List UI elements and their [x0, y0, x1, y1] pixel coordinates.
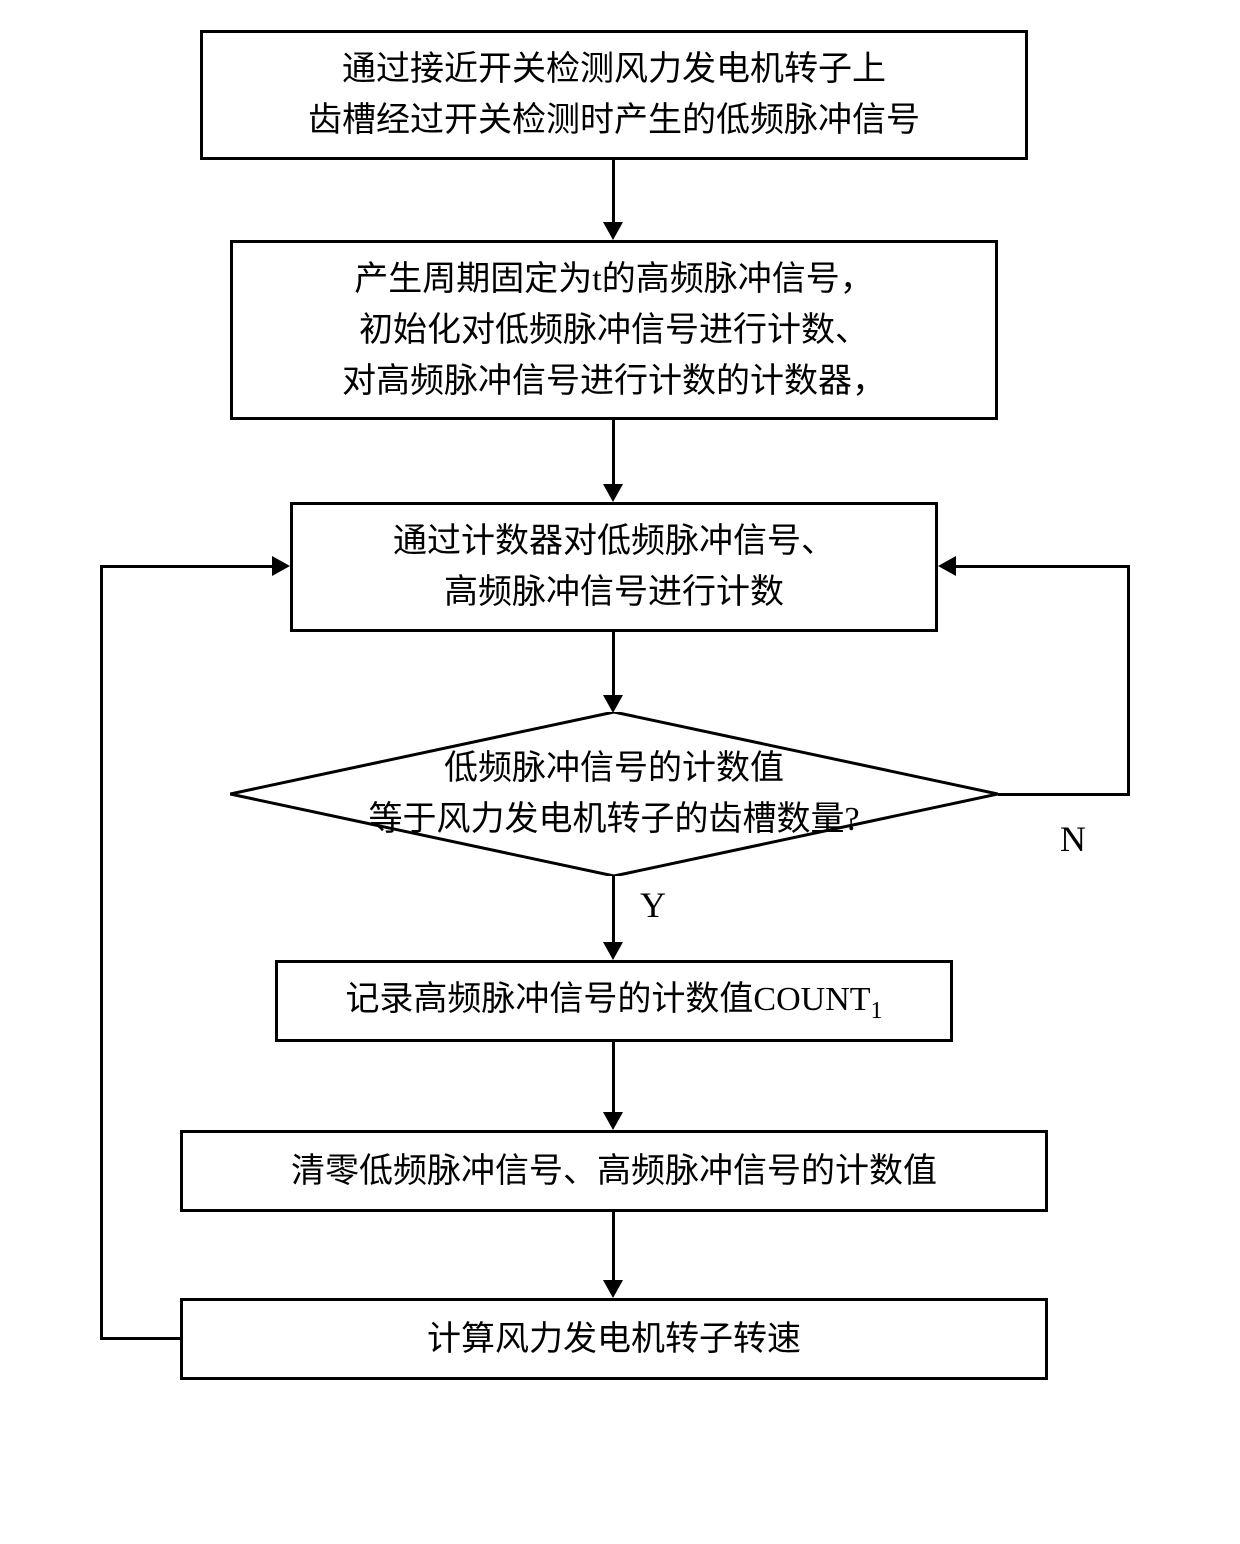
label-no: N — [1060, 818, 1086, 860]
arrow-4-5 — [612, 1042, 615, 1112]
decision-diamond: 低频脉冲信号的计数值 等于风力发电机转子的齿槽数量? — [230, 712, 998, 876]
decision-line1: 低频脉冲信号的计数值 — [368, 743, 859, 794]
process-box-count-signals: 通过计数器对低频脉冲信号、 高频脉冲信号进行计数 — [290, 502, 938, 632]
process-box-calculate-speed: 计算风力发电机转子转速 — [180, 1298, 1048, 1380]
arrowhead-4-5 — [603, 1112, 623, 1130]
arrow-3-d — [612, 632, 615, 697]
label-yes: Y — [640, 884, 666, 926]
arrow-loop-h1 — [100, 1337, 180, 1340]
flowchart-container: 通过接近开关检测风力发电机转子上 齿槽经过开关检测时产生的低频脉冲信号 产生周期… — [0, 0, 1240, 1544]
arrow-2-3 — [612, 420, 615, 485]
process-box-init-counter: 产生周期固定为t的高频脉冲信号， 初始化对低频脉冲信号进行计数、 对高频脉冲信号… — [230, 240, 998, 420]
arrow-n-h1 — [998, 793, 1130, 796]
box1-line1: 通过接近开关检测风力发电机转子上 — [342, 44, 886, 95]
box2-line1: 产生周期固定为t的高频脉冲信号， — [354, 254, 873, 305]
box2-line3: 对高频脉冲信号进行计数的计数器， — [342, 356, 886, 407]
arrowhead-3-d — [603, 695, 623, 713]
arrow-1-2 — [612, 160, 615, 225]
arrow-n-v — [1127, 565, 1130, 796]
box6-text: 计算风力发电机转子转速 — [427, 1314, 801, 1365]
arrow-loop-h2 — [100, 565, 272, 568]
decision-line2: 等于风力发电机转子的齿槽数量? — [368, 794, 859, 845]
arrowhead-loop — [272, 556, 290, 576]
process-box-record-count: 记录高频脉冲信号的计数值COUNT1 — [275, 960, 953, 1042]
process-box-detect-signal: 通过接近开关检测风力发电机转子上 齿槽经过开关检测时产生的低频脉冲信号 — [200, 30, 1028, 160]
arrowhead-1-2 — [603, 222, 623, 240]
arrowhead-n — [938, 556, 956, 576]
box5-text: 清零低频脉冲信号、高频脉冲信号的计数值 — [291, 1146, 937, 1197]
box2-line2: 初始化对低频脉冲信号进行计数、 — [359, 305, 869, 356]
arrow-n-h2 — [956, 565, 1130, 568]
arrow-d-4 — [612, 876, 615, 944]
decision-text: 低频脉冲信号的计数值 等于风力发电机转子的齿槽数量? — [368, 743, 859, 845]
box4-prefix: 记录高频脉冲信号的计数值COUNT — [345, 981, 870, 1018]
box3-line2: 高频脉冲信号进行计数 — [444, 567, 784, 618]
box3-line1: 通过计数器对低频脉冲信号、 — [393, 516, 835, 567]
process-box-clear-count: 清零低频脉冲信号、高频脉冲信号的计数值 — [180, 1130, 1048, 1212]
arrow-5-6 — [612, 1212, 615, 1282]
arrowhead-5-6 — [603, 1280, 623, 1298]
arrow-loop-v — [100, 565, 103, 1340]
box4-text: 记录高频脉冲信号的计数值COUNT1 — [345, 974, 882, 1029]
arrowhead-d-4 — [603, 942, 623, 960]
box1-line2: 齿槽经过开关检测时产生的低频脉冲信号 — [308, 95, 920, 146]
box4-subscript: 1 — [871, 997, 883, 1023]
arrowhead-2-3 — [603, 484, 623, 502]
